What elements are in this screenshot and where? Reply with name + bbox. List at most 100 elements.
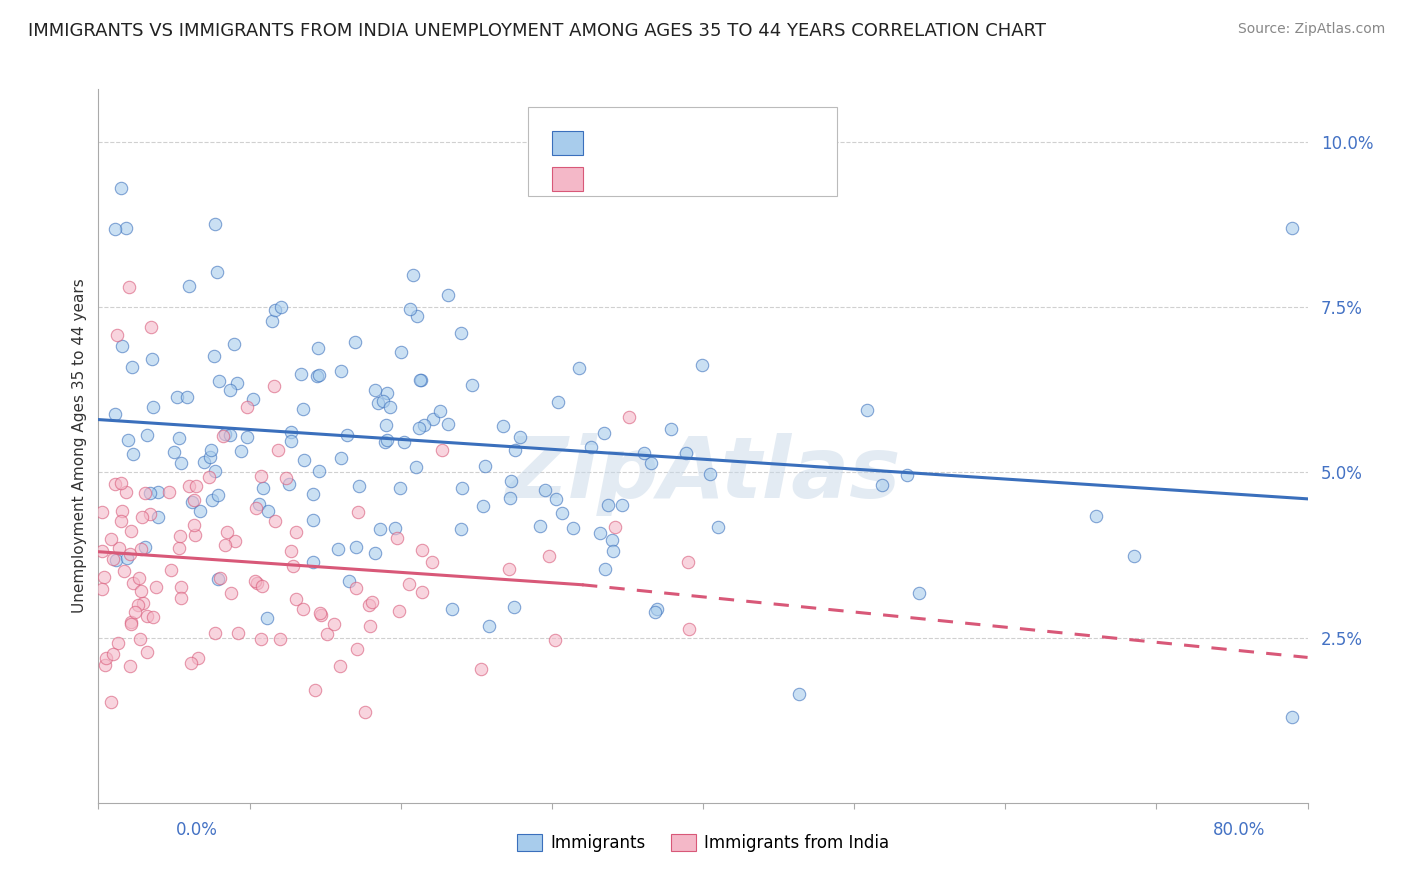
- Point: [346, 505, 368, 519]
- Point: [367, 396, 389, 410]
- Point: [117, 434, 139, 448]
- Point: [789, 687, 811, 701]
- Point: [138, 485, 160, 500]
- Point: [141, 320, 163, 334]
- Point: [184, 478, 207, 492]
- Point: [284, 592, 307, 607]
- Point: [111, 504, 134, 518]
- Text: ZipAtlas: ZipAtlas: [505, 433, 901, 516]
- Point: [323, 616, 346, 631]
- Point: [411, 542, 433, 557]
- Point: [107, 636, 129, 650]
- Point: [402, 268, 425, 283]
- Point: [1281, 221, 1303, 235]
- Point: [441, 601, 464, 615]
- Point: [368, 522, 391, 536]
- Point: [274, 471, 297, 485]
- Point: [104, 407, 127, 421]
- Point: [236, 400, 259, 414]
- Point: [346, 642, 368, 657]
- Point: [112, 565, 135, 579]
- Point: [183, 518, 205, 533]
- Point: [219, 427, 242, 442]
- Point: [450, 326, 472, 340]
- Point: [1281, 710, 1303, 724]
- Point: [371, 394, 394, 409]
- Point: [375, 433, 398, 447]
- Point: [640, 456, 662, 470]
- Point: [343, 335, 366, 350]
- Point: [1122, 549, 1144, 563]
- Point: [357, 599, 380, 613]
- Point: [169, 528, 191, 542]
- Point: [124, 605, 146, 619]
- Point: [226, 626, 249, 640]
- Point: [103, 552, 125, 566]
- Point: [908, 586, 931, 600]
- Point: [176, 390, 198, 404]
- Point: [204, 464, 226, 478]
- Point: [675, 446, 697, 460]
- Point: [659, 422, 682, 436]
- Point: [204, 217, 226, 231]
- Point: [277, 477, 299, 491]
- Point: [281, 558, 304, 573]
- Point: [148, 485, 170, 500]
- Point: [326, 541, 349, 556]
- Point: [169, 456, 191, 470]
- Point: [263, 379, 285, 393]
- Point: [90, 505, 112, 519]
- Point: [177, 479, 200, 493]
- Point: [101, 648, 124, 662]
- Point: [269, 632, 291, 646]
- Point: [302, 486, 325, 500]
- Point: [561, 521, 583, 535]
- Point: [364, 546, 387, 560]
- Point: [349, 478, 371, 492]
- Point: [159, 563, 181, 577]
- Point: [225, 376, 247, 390]
- Point: [170, 591, 193, 606]
- Point: [330, 364, 353, 378]
- Point: [394, 434, 416, 449]
- Point: [474, 459, 496, 474]
- Point: [595, 562, 617, 576]
- Point: [633, 446, 655, 460]
- Point: [90, 582, 112, 596]
- Point: [188, 504, 211, 518]
- Y-axis label: Unemployment Among Ages 35 to 44 years: Unemployment Among Ages 35 to 44 years: [72, 278, 87, 614]
- Point: [104, 222, 127, 236]
- Point: [308, 368, 330, 382]
- Point: [242, 392, 264, 407]
- Point: [264, 514, 287, 528]
- Point: [115, 550, 138, 565]
- Point: [436, 288, 458, 302]
- Point: [162, 444, 184, 458]
- Point: [167, 431, 190, 445]
- Point: [363, 383, 385, 397]
- Point: [129, 541, 152, 556]
- Point: [280, 434, 302, 448]
- Point: [167, 541, 190, 555]
- Point: [110, 181, 132, 195]
- Point: [118, 547, 141, 561]
- Point: [385, 531, 408, 545]
- Point: [235, 430, 257, 444]
- Point: [183, 527, 205, 541]
- Point: [183, 492, 205, 507]
- Point: [131, 510, 153, 524]
- Point: [270, 301, 292, 315]
- Text: 80.0%: 80.0%: [1213, 821, 1265, 838]
- Point: [208, 374, 231, 388]
- Point: [280, 425, 302, 439]
- Point: [461, 378, 484, 392]
- Point: [91, 544, 114, 558]
- Point: [219, 586, 242, 600]
- Point: [146, 510, 169, 524]
- Point: [166, 390, 188, 404]
- Point: [115, 484, 138, 499]
- Point: [534, 483, 557, 497]
- Point: [222, 336, 245, 351]
- Point: [257, 504, 280, 518]
- Point: [706, 520, 728, 534]
